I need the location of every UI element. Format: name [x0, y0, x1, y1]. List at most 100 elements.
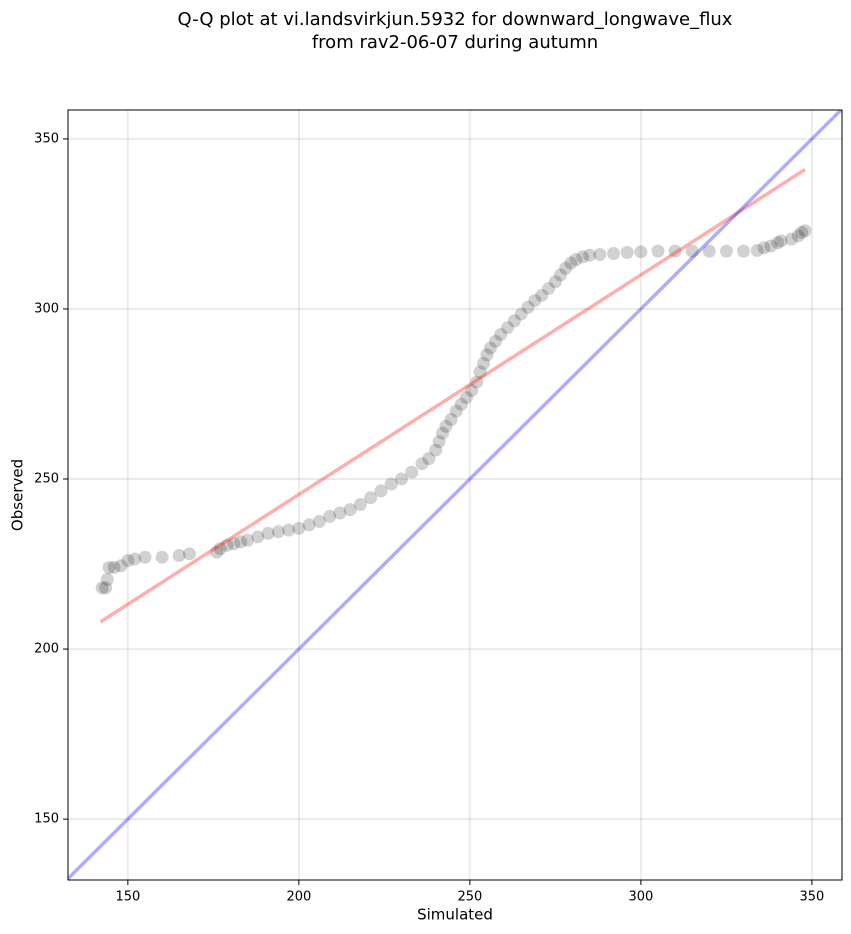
- point: [241, 533, 255, 547]
- y-tick-label: 300: [34, 301, 59, 316]
- point: [394, 472, 408, 486]
- x-axis-label: Simulated: [417, 906, 493, 924]
- point: [415, 457, 429, 471]
- point: [501, 321, 515, 335]
- x-tick-label: 350: [799, 890, 824, 905]
- plot-frame: [67, 109, 843, 881]
- point: [535, 288, 549, 302]
- point: [583, 248, 597, 262]
- x-tick-label: 300: [628, 890, 653, 905]
- point: [182, 547, 196, 561]
- point: [114, 559, 128, 573]
- point: [480, 348, 494, 362]
- point: [95, 581, 109, 595]
- point: [470, 375, 484, 389]
- point: [138, 550, 152, 564]
- point: [702, 244, 716, 258]
- point: [210, 545, 224, 559]
- point: [234, 535, 248, 549]
- point: [651, 244, 665, 258]
- point: [220, 538, 234, 552]
- point: [774, 234, 788, 248]
- point: [719, 244, 733, 258]
- point: [668, 244, 682, 258]
- point: [459, 390, 473, 404]
- point: [494, 327, 508, 341]
- point: [798, 224, 812, 238]
- identity-line: [68, 110, 842, 880]
- point: [439, 419, 453, 433]
- point: [559, 261, 573, 275]
- y-tick-label: 200: [34, 642, 59, 657]
- point: [343, 503, 357, 517]
- point: [384, 477, 398, 491]
- point: [99, 581, 113, 595]
- point: [302, 518, 316, 532]
- point: [795, 225, 809, 239]
- point: [172, 549, 186, 563]
- point: [353, 498, 367, 512]
- point: [261, 526, 275, 540]
- point: [449, 404, 463, 418]
- point: [489, 334, 503, 348]
- y-tick-label: 150: [34, 812, 59, 827]
- y-tick-label: 350: [34, 131, 59, 146]
- point: [791, 229, 805, 243]
- point: [405, 465, 419, 479]
- point: [100, 572, 114, 586]
- point: [685, 244, 699, 258]
- point: [634, 245, 648, 259]
- point: [107, 560, 121, 574]
- plot-area: [68, 110, 842, 880]
- point: [292, 521, 306, 535]
- point: [323, 509, 337, 523]
- point: [593, 248, 607, 262]
- x-tick-label: 200: [286, 890, 311, 905]
- point: [542, 282, 556, 296]
- point: [333, 506, 347, 520]
- point: [514, 307, 528, 321]
- point: [554, 268, 568, 282]
- point: [227, 537, 241, 551]
- point: [473, 365, 487, 379]
- point: [155, 550, 169, 564]
- point: [251, 530, 265, 544]
- chart-title: Q-Q plot at vi.landsvirkjun.5932 for dow…: [178, 9, 733, 30]
- point: [528, 293, 542, 307]
- point: [374, 484, 388, 498]
- chart-title: from rav2-06-07 during autumn: [312, 32, 598, 53]
- point: [507, 314, 521, 328]
- point: [121, 554, 135, 568]
- point: [771, 236, 785, 250]
- point: [607, 247, 621, 261]
- point: [477, 356, 491, 370]
- point: [312, 515, 326, 529]
- point: [548, 275, 562, 289]
- point: [483, 341, 497, 355]
- x-tick-label: 250: [457, 890, 482, 905]
- point: [521, 300, 535, 314]
- point: [271, 525, 285, 539]
- point: [364, 491, 378, 505]
- x-tick-label: 150: [115, 890, 140, 905]
- point: [576, 250, 590, 264]
- point: [757, 241, 771, 255]
- point: [620, 246, 634, 260]
- point: [429, 443, 443, 457]
- fit-line: [99, 168, 807, 624]
- point: [102, 560, 116, 574]
- point: [282, 523, 296, 537]
- point: [422, 452, 436, 466]
- point: [432, 435, 446, 449]
- point: [784, 232, 798, 246]
- point: [750, 243, 764, 257]
- y-tick-label: 250: [34, 472, 59, 487]
- point: [736, 244, 750, 258]
- point: [569, 253, 583, 267]
- point: [465, 384, 479, 398]
- point: [454, 397, 468, 411]
- point: [564, 256, 578, 270]
- point: [444, 412, 458, 426]
